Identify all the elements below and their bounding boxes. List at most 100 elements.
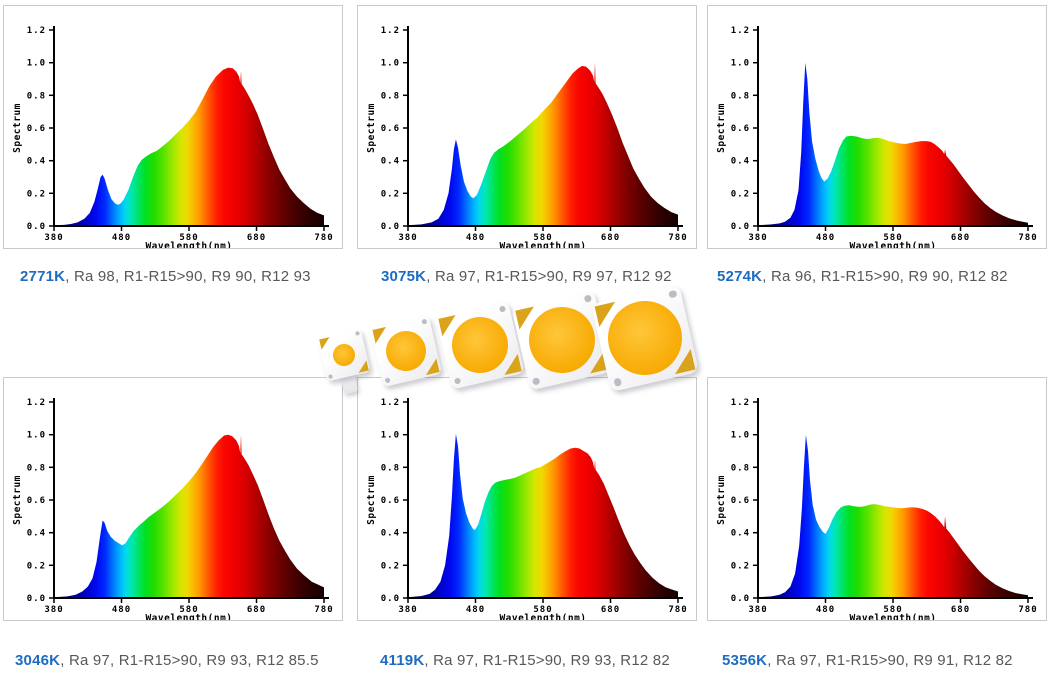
spectrum-plot: 0.0 0.2 0.4 0.6 0.8 1.0 1.2 380 480 580 680 780 Spec… [366,26,687,248]
mounting-hole-icon [499,305,507,313]
spectrum-chart-5356k: 0.0 0.2 0.4 0.6 0.8 1.0 1.2 380 480 580 680 780 Spec… [707,377,1047,621]
x-tick-label: 680 [601,605,620,615]
y-tick-label: 0.8 [731,91,750,101]
y-axis-title: Spectrum [366,103,377,153]
cct-value: 3075K [381,268,427,285]
y-tick-label: 1.2 [27,398,46,408]
y-tick-label: 0.6 [731,496,750,506]
caption-3046k: 3046K, Ra 97, R1-R15>90, R9 93, R12 85.5 [15,652,319,669]
y-tick-label: 0.8 [27,91,46,101]
cri-details: , Ra 97, R1-R15>90, R9 93, R12 85.5 [60,652,319,669]
y-tick-label: 0.0 [27,594,46,604]
x-tick-label: 780 [668,233,687,243]
spectrum-area [408,433,678,598]
y-tick-label: 0.4 [381,157,400,167]
x-axis-title: Wavelength(nm) [849,613,936,620]
caption-5356k: 5356K, Ra 97, R1-R15>90, R9 91, R12 82 [722,652,1013,669]
y-tick-label: 0.4 [27,529,46,539]
caption-3075k: 3075K, Ra 97, R1-R15>90, R9 97, R12 92 [381,268,672,285]
y-tick-label: 1.2 [381,398,400,408]
x-tick-label: 380 [398,605,417,615]
x-tick-label: 780 [314,233,333,243]
spectrum-chart-3075k: 0.0 0.2 0.4 0.6 0.8 1.0 1.2 380 480 580 680 780 Spec… [357,5,697,249]
x-axis-title: Wavelength(nm) [499,241,586,248]
x-tick-label: 580 [179,233,198,243]
y-tick-label: 0.6 [27,124,46,134]
y-tick-label: 0.0 [27,222,46,232]
y-tick-label: 1.0 [381,431,400,441]
caption-2771k: 2771K, Ra 98, R1-R15>90, R9 90, R12 93 [20,268,311,285]
solder-pad-icon [423,358,440,375]
x-tick-label: 680 [247,605,266,615]
x-tick-label: 480 [816,233,835,243]
mounting-hole-icon [532,377,541,386]
spectrum-area [758,434,1028,598]
y-tick-label: 1.2 [381,26,400,36]
y-tick-label: 1.0 [731,59,750,69]
spectrum-area [758,62,1028,227]
y-tick-label: 0.6 [381,496,400,506]
y-tick-label: 0.2 [731,189,750,199]
x-tick-label: 480 [816,605,835,615]
y-tick-label: 1.0 [731,431,750,441]
y-tick-label: 0.6 [381,124,400,134]
x-tick-label: 480 [466,605,485,615]
caption-5274k: 5274K, Ra 96, R1-R15>90, R9 90, R12 82 [717,268,1008,285]
y-tick-label: 0.6 [731,124,750,134]
spectrum-chart-3046k: 0.0 0.2 0.4 0.6 0.8 1.0 1.2 380 480 580 680 780 Spec… [3,377,343,621]
y-axis-title: Spectrum [366,475,377,525]
spectrum-plot: 0.0 0.2 0.4 0.6 0.8 1.0 1.2 380 480 580 680 780 Spec… [716,398,1037,620]
x-tick-label: 680 [247,233,266,243]
cri-details: , Ra 96, R1-R15>90, R9 90, R12 82 [762,268,1008,285]
cri-details: , Ra 97, R1-R15>90, R9 93, R12 82 [424,652,670,669]
y-axis-title: Spectrum [716,475,727,525]
spectrum-area [54,434,324,598]
x-tick-label: 580 [883,233,902,243]
x-tick-label: 680 [601,233,620,243]
cri-details: , Ra 97, R1-R15>90, R9 97, R12 92 [426,268,672,285]
y-tick-label: 0.0 [731,594,750,604]
cct-value: 2771K [20,268,66,285]
x-tick-label: 780 [668,605,687,615]
y-tick-label: 1.2 [731,398,750,408]
y-tick-label: 0.4 [27,157,46,167]
mounting-hole-icon [613,377,622,387]
y-axis-title: Spectrum [12,475,23,525]
x-axis-title: Wavelength(nm) [499,613,586,620]
mounting-hole-icon [384,377,391,384]
spectrum-area [408,61,678,227]
x-tick-label: 380 [748,233,767,243]
y-tick-label: 0.2 [731,561,750,571]
caption-4119k: 4119K, Ra 97, R1-R15>90, R9 93, R12 82 [380,652,670,669]
mounting-hole-icon [421,318,428,325]
y-tick-label: 1.2 [27,26,46,36]
led-emitter-circle [522,300,602,380]
x-tick-label: 680 [951,233,970,243]
mounting-hole-icon [668,289,677,299]
y-tick-label: 1.0 [381,59,400,69]
mounting-hole-icon [453,377,461,385]
y-tick-label: 0.8 [27,463,46,473]
cob-led-modules-image [308,284,699,397]
y-tick-label: 1.0 [27,431,46,441]
y-tick-label: 0.8 [381,91,400,101]
x-tick-label: 580 [533,605,552,615]
cob-module-2 [370,315,442,387]
x-tick-label: 580 [533,233,552,243]
y-tick-label: 0.2 [381,189,400,199]
x-tick-label: 680 [951,605,970,615]
cct-value: 4119K [380,652,425,669]
y-tick-label: 0.0 [731,222,750,232]
cct-value: 3046K [15,652,61,669]
y-tick-label: 0.2 [381,561,400,571]
spectrum-plot: 0.0 0.2 0.4 0.6 0.8 1.0 1.2 380 480 580 680 780 Spec… [366,398,687,620]
led-emitter-circle [600,293,690,383]
x-axis-title: Wavelength(nm) [145,241,232,248]
cob-module-3 [435,300,525,390]
y-tick-label: 0.2 [27,189,46,199]
x-tick-label: 780 [1018,233,1037,243]
led-emitter-circle [382,327,430,375]
cri-details: , Ra 97, R1-R15>90, R9 91, R12 82 [767,652,1013,669]
y-tick-label: 0.2 [27,561,46,571]
solder-pad-icon [319,337,332,350]
